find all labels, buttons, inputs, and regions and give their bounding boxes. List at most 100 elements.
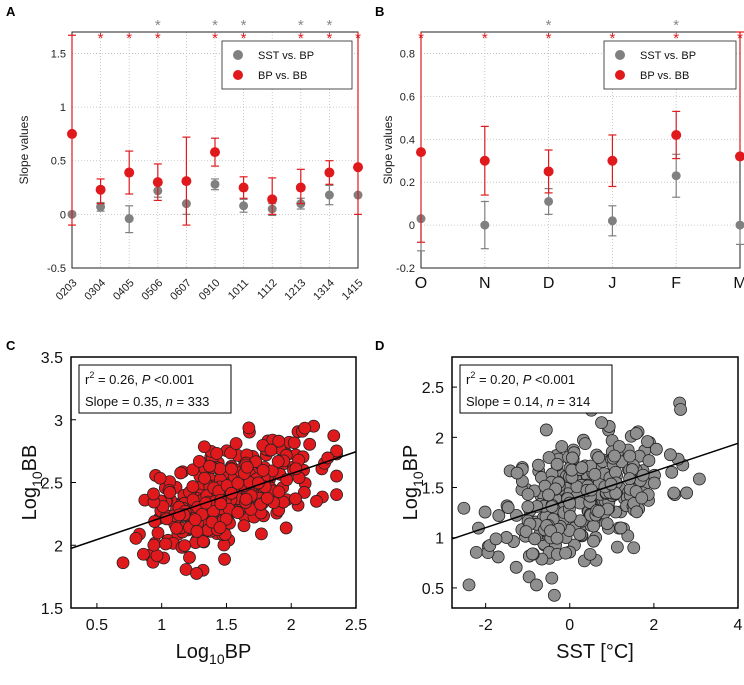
legend-box [221,40,353,90]
data-point [545,571,559,585]
data-point-bp-bb [67,128,77,139]
legend-label: BP vs. BB [258,70,307,82]
data-point-bp-bb [735,151,744,162]
legend-marker [233,50,243,60]
data-point-sst-bp [124,214,134,224]
data-point-bp-bb [479,155,490,166]
y-tick-label: 2 [435,430,444,447]
legend-label: SST vs. BP [258,50,314,62]
data-point [196,535,210,548]
data-point [588,467,602,481]
data-point-bp-bb [267,194,278,205]
x-tick-label: 1314 [311,277,337,303]
data-point-sst-bp [735,220,744,230]
data-point-bp-bb [124,167,135,178]
data-point [256,463,270,477]
regression-line [70,451,357,550]
data-point [665,465,679,479]
data-point-bp-bb [324,167,335,178]
data-point-sst-bp [544,196,554,206]
y-tick-label: 0.5 [51,156,66,168]
x-tick-label: 0 [565,617,574,634]
data-point [210,446,224,460]
panel-c-chart: 0.5 1 1.5 2 2.5 1.5 2 2.5 3 3.5 r2 = 0.26, P <0.00… [19,350,367,667]
y-tick-label: 1.5 [422,481,444,498]
data-point [237,519,251,533]
significance-star-gray: * [241,17,247,34]
x-tick-label: F [671,275,681,292]
data-point [231,476,245,490]
data-point [641,435,654,448]
data-point [330,488,343,501]
x-tick-label: 0506 [140,277,166,303]
data-point [530,578,543,592]
data-point [526,547,539,561]
data-point-bp-bb [607,155,618,166]
significance-star-red: * [609,30,615,47]
data-point [501,501,515,514]
data-point-sst-bp [96,202,106,212]
significance-star-gray: * [155,17,161,34]
panel-d-chart: -2 0 2 4 0.5 1 1.5 2 2.5 r2 = 0.20, P <0.001 Slope… [400,356,743,663]
significance-star-gray: * [673,17,679,34]
y-tick-label: 1.5 [41,601,63,618]
data-point [174,466,188,480]
data-point [272,434,286,448]
data-point [565,451,579,465]
stats-line-r2: r2 = 0.26, P <0.001 [85,370,194,387]
data-point [192,454,206,468]
data-point [153,471,167,485]
significance-star-red: * [98,30,104,47]
data-point [260,491,274,505]
data-point [649,442,663,456]
significance-star-red: * [126,30,132,47]
significance-star-red: * [326,30,332,47]
data-point [197,440,211,454]
data-point-bp-bb [210,147,220,158]
data-point [521,487,535,501]
significance-star-red: * [298,30,304,47]
data-point [186,480,200,493]
data-point [563,509,577,523]
data-point-sst-bp [239,201,249,211]
x-tick-label: 0.5 [86,617,108,634]
y-tick-label: 2 [54,538,63,555]
data-point [555,440,569,453]
data-point [289,492,302,506]
legend-marker [233,70,243,80]
data-point-bp-bb [95,184,106,195]
stats-line-r2: r2 = 0.20, P <0.001 [466,370,575,387]
y-tick-label: 0.2 [400,177,415,189]
x-tick-label: 0405 [111,277,137,303]
significance-star-red: * [546,30,552,47]
stats-line-slope: Slope = 0.14, n = 314 [466,394,590,409]
data-point [674,403,687,416]
significance-star-gray: * [326,17,332,34]
data-point [272,485,286,499]
data-point [583,547,597,561]
y-tick-label: 0 [409,220,415,232]
data-point [623,472,636,486]
y-tick-label: 2.5 [41,476,63,493]
data-point [550,531,564,545]
x-tick-label: 1112 [255,277,280,302]
data-point-sst-bp [607,216,617,226]
data-point [327,429,341,443]
y-tick-label: -0.2 [396,263,415,275]
y-tick-label: 0.8 [400,48,415,60]
significance-star-red: * [241,30,247,47]
y-tick-label: 0.6 [400,91,415,103]
significance-star-red: * [155,30,161,47]
x-tick-label: -2 [479,617,493,634]
x-tick-label: O [415,275,427,292]
data-point [242,421,256,435]
x-tick-label: 0304 [82,277,108,303]
data-point [231,506,245,520]
panel-label-b: B [375,4,384,19]
panel-label-d: D [375,338,384,353]
y-tick-label: 3.5 [41,350,63,367]
data-point-sst-bp [480,220,490,230]
data-point [457,501,471,515]
data-point [198,471,211,485]
